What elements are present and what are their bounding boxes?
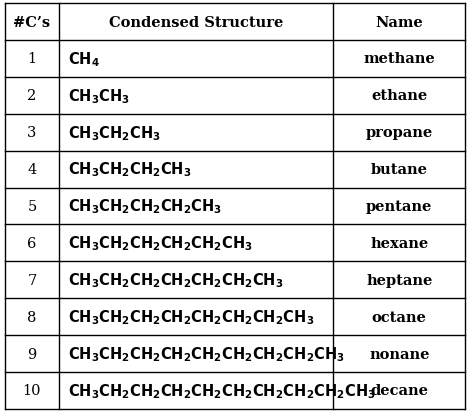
Text: octane: octane: [372, 310, 427, 324]
Text: 2: 2: [27, 89, 37, 103]
Text: 8: 8: [27, 310, 37, 324]
Text: $\mathbf{CH_3CH_2CH_2CH_3}$: $\mathbf{CH_3CH_2CH_2CH_3}$: [68, 160, 191, 179]
Text: 1: 1: [27, 52, 37, 66]
Text: propane: propane: [366, 126, 433, 140]
Text: 4: 4: [27, 163, 37, 177]
Text: 9: 9: [27, 347, 37, 361]
Text: $\mathbf{CH_3CH_2CH_3}$: $\mathbf{CH_3CH_2CH_3}$: [68, 123, 160, 142]
Text: 10: 10: [23, 384, 41, 397]
Text: #C’s: #C’s: [13, 16, 50, 29]
Text: $\mathbf{CH_3CH_2CH_2CH_2CH_2CH_2CH_3}$: $\mathbf{CH_3CH_2CH_2CH_2CH_2CH_2CH_3}$: [68, 271, 283, 290]
Text: Name: Name: [376, 16, 423, 29]
Text: $\mathbf{CH_3CH_2CH_2CH_2CH_2CH_2CH_2CH_2CH_3}$: $\mathbf{CH_3CH_2CH_2CH_2CH_2CH_2CH_2CH_…: [68, 344, 345, 363]
Text: $\mathbf{CH_3CH_2CH_2CH_2CH_3}$: $\mathbf{CH_3CH_2CH_2CH_2CH_3}$: [68, 197, 222, 216]
Text: ethane: ethane: [371, 89, 427, 103]
Text: 3: 3: [27, 126, 37, 140]
Text: $\mathbf{CH_4}$: $\mathbf{CH_4}$: [68, 50, 99, 69]
Text: nonane: nonane: [369, 347, 430, 361]
Text: $\mathbf{CH_3CH_3}$: $\mathbf{CH_3CH_3}$: [68, 87, 130, 105]
Text: 5: 5: [27, 199, 37, 214]
Text: decane: decane: [370, 384, 428, 397]
Text: Condensed Structure: Condensed Structure: [109, 16, 283, 29]
Text: heptane: heptane: [366, 273, 432, 287]
Text: $\mathbf{CH_3CH_2CH_2CH_2CH_2CH_3}$: $\mathbf{CH_3CH_2CH_2CH_2CH_2CH_3}$: [68, 234, 252, 253]
Text: hexane: hexane: [370, 236, 428, 250]
Text: butane: butane: [371, 163, 428, 177]
Text: 7: 7: [27, 273, 37, 287]
Text: $\mathbf{CH_3CH_2CH_2CH_2CH_2CH_2CH_2CH_3}$: $\mathbf{CH_3CH_2CH_2CH_2CH_2CH_2CH_2CH_…: [68, 308, 314, 326]
Text: 6: 6: [27, 236, 37, 250]
Text: pentane: pentane: [366, 199, 432, 214]
Text: methane: methane: [363, 52, 435, 66]
Text: $\mathbf{CH_3CH_2CH_2CH_2CH_2CH_2CH_2CH_2CH_2CH_3}$: $\mathbf{CH_3CH_2CH_2CH_2CH_2CH_2CH_2CH_…: [68, 381, 375, 400]
